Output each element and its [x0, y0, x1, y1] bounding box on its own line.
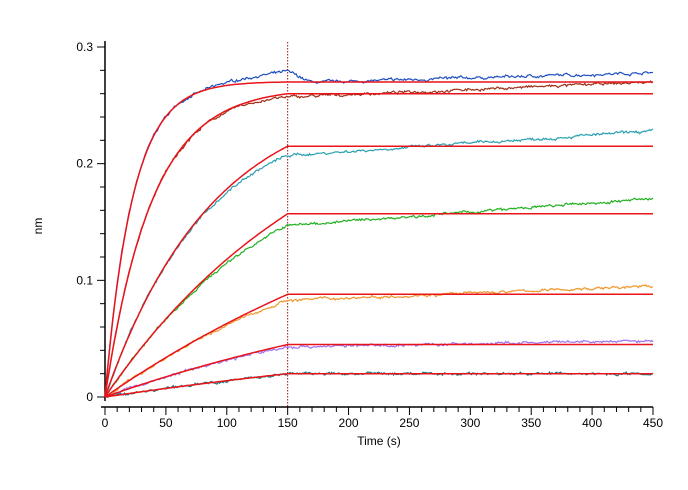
y-axis-title: nm: [31, 218, 45, 235]
x-tick-label: 300: [460, 416, 480, 430]
x-tick-label: 350: [521, 416, 541, 430]
sensor-7-data-line: [104, 370, 654, 397]
sensor-1-fit-line: [104, 81, 653, 398]
y-tick-label: 0.1: [76, 273, 93, 287]
x-tick-label: 200: [339, 416, 359, 430]
y-tick-label: 0.3: [76, 40, 93, 54]
sensor-7-fit-line: [104, 372, 653, 398]
sensor-5-fit-line: [104, 293, 653, 398]
sensor-4-fit-line: [104, 213, 653, 398]
y-tick-label: 0.2: [76, 157, 93, 171]
x-tick-label: 50: [159, 416, 173, 430]
x-tick-label: 150: [278, 416, 298, 430]
x-tick-label: 0: [102, 416, 109, 430]
y-tick-label: 0: [86, 390, 93, 404]
sensor-3-data-line: [104, 128, 654, 398]
sensor-3-fit-line: [104, 145, 653, 398]
sensor-4-data-line: [104, 197, 654, 397]
x-tick-label: 250: [399, 416, 419, 430]
x-tick-label: 400: [582, 416, 602, 430]
sensor-5-data-line: [104, 283, 654, 398]
sensor-2-data-line: [104, 80, 654, 398]
x-tick-label: 100: [217, 416, 237, 430]
sensor-6-fit-line: [104, 343, 653, 398]
sensor-6-data-line: [104, 339, 654, 399]
axes: 0 0.1 0.2 0.3 0 50 100 150 200 250 300 350 400 450: [76, 40, 663, 430]
sensor-2-fit-line: [104, 92, 653, 398]
x-axis-title: Time (s): [357, 434, 401, 448]
x-tick-label: 450: [643, 416, 663, 430]
fit-lines: [104, 81, 653, 398]
